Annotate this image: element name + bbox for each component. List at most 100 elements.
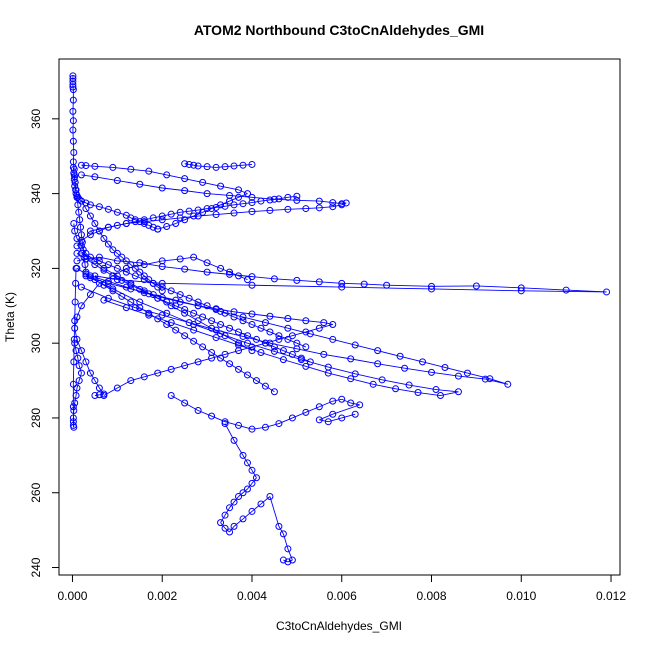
- data-point: [95, 257, 103, 265]
- data-point: [338, 283, 346, 291]
- data-point: [185, 294, 193, 302]
- data-point: [82, 162, 90, 170]
- y-tick-label: 340: [29, 183, 43, 203]
- data-point: [91, 261, 99, 269]
- series-line-segment: [78, 212, 81, 220]
- series-line-segment: [287, 327, 311, 335]
- data-point: [176, 208, 184, 216]
- data-point: [257, 500, 265, 508]
- data-point: [172, 220, 180, 228]
- series-line-segment: [417, 392, 441, 396]
- data-point: [221, 163, 229, 171]
- data-point: [194, 317, 202, 325]
- data-point: [284, 558, 292, 566]
- data-point: [70, 220, 78, 228]
- data-point: [275, 335, 283, 343]
- series-8: [167, 392, 364, 433]
- series-line-segment: [328, 417, 342, 423]
- data-point: [324, 369, 332, 377]
- series-line-segment: [90, 204, 100, 208]
- series-line-segment: [319, 324, 333, 329]
- data-point: [113, 221, 121, 229]
- series-line-segment: [81, 294, 91, 307]
- data-point: [284, 545, 292, 553]
- series-line-segment: [85, 165, 95, 167]
- data-point: [77, 223, 85, 231]
- y-tick-label: 300: [29, 333, 43, 353]
- data-point: [261, 339, 269, 347]
- data-point: [71, 399, 79, 407]
- data-point: [167, 287, 175, 295]
- data-point: [127, 298, 135, 306]
- series-line-segment: [144, 217, 154, 221]
- data-point: [181, 362, 189, 370]
- data-point: [329, 203, 337, 211]
- series-line-segment: [211, 415, 226, 423]
- data-point: [136, 268, 144, 276]
- data-point: [190, 337, 198, 345]
- data-point: [127, 377, 135, 385]
- series-2: [77, 161, 251, 233]
- data-point: [154, 369, 162, 377]
- series-line-segment: [148, 293, 158, 299]
- data-point: [414, 389, 422, 397]
- series-line-segment: [144, 223, 149, 226]
- data-point: [181, 399, 189, 407]
- series-line-segment: [130, 376, 145, 381]
- data-point: [235, 347, 243, 355]
- data-point: [257, 324, 265, 332]
- data-point: [347, 375, 355, 383]
- series-line-segment: [242, 455, 248, 464]
- data-point: [185, 160, 193, 168]
- data-point: [243, 459, 251, 467]
- series-line-segment: [247, 374, 257, 381]
- data-point: [230, 162, 238, 170]
- data-point: [275, 332, 283, 340]
- data-point: [79, 246, 87, 254]
- data-point: [239, 451, 247, 459]
- series-line-segment: [166, 324, 176, 331]
- data-point: [140, 261, 148, 269]
- data-point: [428, 368, 436, 376]
- series-line-segment: [103, 267, 118, 277]
- data-point: [284, 205, 292, 213]
- series-line-segment: [341, 202, 347, 206]
- series-line-segment: [458, 375, 486, 380]
- series-line-segment: [216, 205, 226, 208]
- series-line-segment: [332, 204, 342, 208]
- data-point: [517, 284, 525, 292]
- series-line-segment: [373, 383, 396, 390]
- data-point: [208, 412, 216, 420]
- data-point: [239, 317, 247, 325]
- data-point: [212, 334, 220, 342]
- data-point: [104, 240, 112, 248]
- data-point: [230, 522, 238, 530]
- data-point: [235, 365, 243, 373]
- series-line-segment: [171, 322, 194, 331]
- data-point: [82, 358, 90, 366]
- data-point: [226, 270, 234, 278]
- series-line-segment: [247, 335, 257, 340]
- data-point: [226, 268, 234, 276]
- data-point: [145, 290, 153, 298]
- data-point: [275, 420, 283, 428]
- data-point: [329, 199, 337, 207]
- series-line-segment: [175, 305, 185, 310]
- data-point: [118, 276, 126, 284]
- data-point: [257, 197, 265, 205]
- data-point: [158, 216, 166, 224]
- series-line-segment: [207, 206, 217, 210]
- data-point: [72, 279, 80, 287]
- series-line-segment: [296, 279, 320, 283]
- data-point: [217, 354, 225, 362]
- data-point: [378, 376, 386, 384]
- data-point: [73, 384, 81, 392]
- series-line-segment: [260, 352, 284, 361]
- data-point: [77, 283, 85, 291]
- series-line-segment: [85, 258, 96, 266]
- series-line-segment: [121, 279, 132, 286]
- data-point: [145, 309, 153, 317]
- series-line-segment: [85, 202, 91, 206]
- series-line-segment: [229, 526, 235, 533]
- series-line-segment: [79, 219, 81, 228]
